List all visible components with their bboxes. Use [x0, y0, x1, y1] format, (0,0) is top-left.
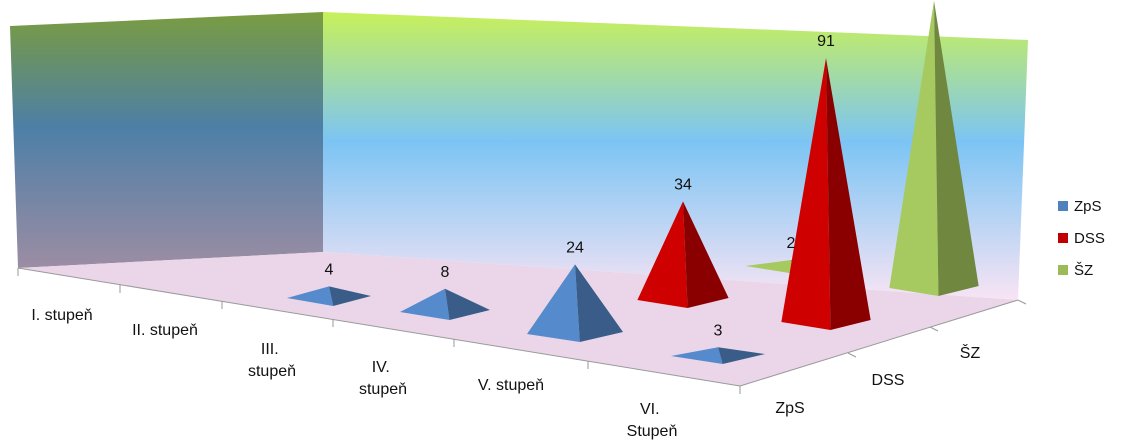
legend-label: ŠZ [1074, 261, 1094, 279]
x-tick-label-line: IV. [372, 359, 390, 376]
pyramid-face-front [671, 347, 723, 364]
x-tick-label: V. stupeň [478, 377, 544, 394]
pyramid-face-front [400, 288, 450, 320]
data-label: 3 [714, 322, 723, 339]
z-axis-labels: ZpS DSS ŠZ [775, 343, 980, 417]
x-tick-label-line: III. [261, 341, 279, 358]
pyramid-face-side [826, 58, 871, 330]
data-label: 2 [787, 235, 796, 252]
data-label: 34 [674, 176, 692, 193]
legend: ZpS DSS ŠZ [1058, 190, 1105, 286]
pyramid-face-front [889, 0, 939, 297]
legend-label: ZpS [1074, 197, 1102, 215]
data-label: 91 [817, 33, 835, 50]
z-tick-label: ZpS [775, 400, 804, 417]
x-axis-labels: I. stupeň II. stupeň III. stupeň IV. stu… [31, 307, 677, 440]
pyramid-šz-5 [889, 0, 979, 297]
x-tick-label: I. stupeň [31, 307, 92, 324]
x-tick-label-line: stupeň [359, 381, 407, 398]
pyramid-zps-2 [287, 286, 371, 306]
x-tick-label-line: Stupeň [627, 423, 678, 440]
data-label: 4 [325, 261, 334, 278]
pyramids [287, 0, 979, 364]
pyramid-zps-5 [671, 347, 765, 364]
x-tick-label: VI. Stupeň [627, 401, 678, 440]
floor-front-edge [17, 267, 741, 387]
z-tick [929, 326, 939, 332]
pyramid-face-front [637, 201, 688, 308]
pyramid-dss-5 [781, 58, 871, 330]
value-labels: 299349148243 [325, 33, 835, 339]
pyramid-face-side [575, 264, 623, 342]
pyramid-face-side [718, 347, 765, 364]
pyramid-zps-3 [400, 288, 490, 320]
z-tick [847, 352, 857, 358]
data-label: 8 [441, 264, 450, 281]
x-tick-label: II. stupeň [132, 322, 198, 339]
data-label: 24 [566, 239, 584, 256]
z-tick-label: ŠZ [960, 343, 981, 362]
x-tick-label: IV. stupeň [359, 359, 407, 398]
pyramid-face-front [287, 286, 334, 306]
pyramid-face-front [527, 264, 580, 342]
pyramid-face-side [329, 286, 371, 306]
z-tick-label: DSS [872, 372, 905, 389]
floor [18, 252, 1018, 386]
pyramid-face-side [445, 288, 490, 320]
legend-item-zps: ZpS [1058, 190, 1105, 222]
z-ticks [847, 299, 1027, 358]
x-tick-label-line: stupeň [248, 363, 296, 380]
floor-right-edge [739, 299, 1019, 387]
pyramid-face-side [934, 0, 979, 297]
pyramid-zps-4 [527, 264, 623, 342]
legend-swatch [1058, 233, 1068, 243]
legend-swatch [1058, 265, 1068, 275]
pyramid-dss-4 [637, 201, 729, 308]
x-ticks [17, 268, 741, 394]
x-tick-label-line: VI. [640, 401, 660, 418]
pyramid-face-front [781, 58, 831, 330]
z-tick [1017, 299, 1027, 305]
pyramid-face-side [683, 201, 729, 308]
legend-item-sz: ŠZ [1058, 254, 1105, 286]
x-tick-label: III. stupeň [248, 341, 296, 380]
side-wall [10, 12, 323, 268]
pyramid-face-front [745, 260, 796, 274]
legend-swatch [1058, 201, 1068, 211]
legend-item-dss: DSS [1058, 222, 1105, 254]
legend-label: DSS [1074, 229, 1105, 247]
